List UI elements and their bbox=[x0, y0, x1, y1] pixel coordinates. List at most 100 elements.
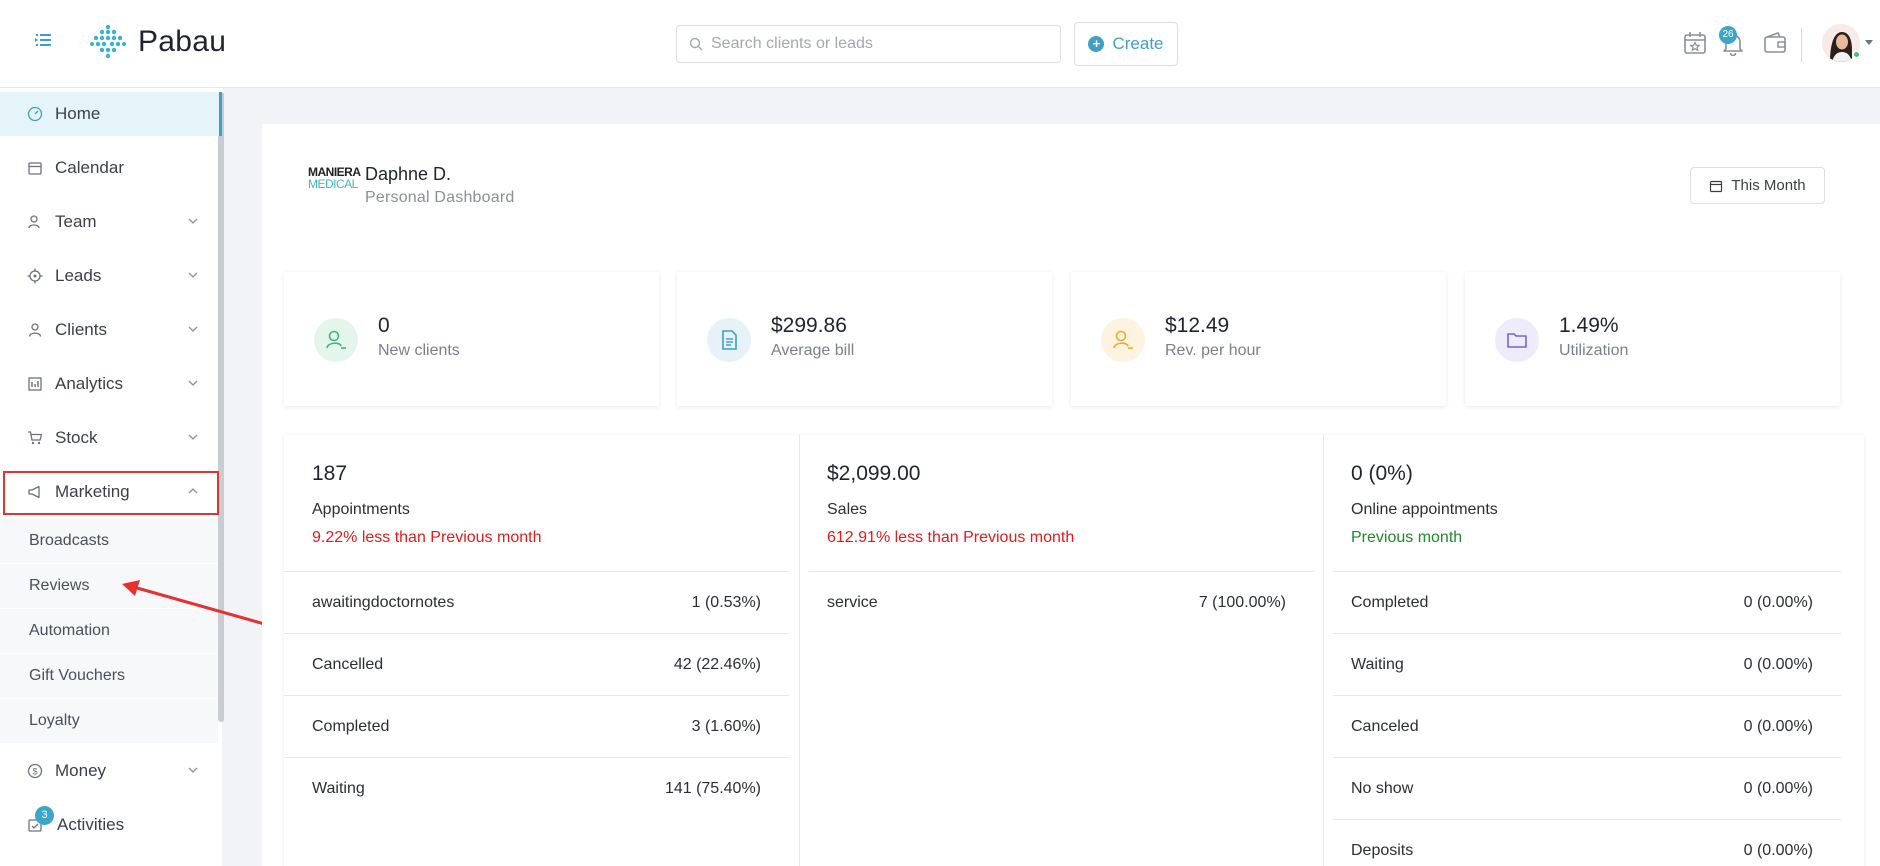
sidebar-item-team[interactable]: Team bbox=[0, 200, 218, 244]
dashboard-user-name: Daphne D. bbox=[365, 164, 452, 184]
stat-label: Rev. per hour bbox=[1165, 342, 1261, 359]
search-icon bbox=[689, 37, 703, 51]
table-row: Deposits 0 (0.00%) bbox=[1333, 819, 1841, 866]
wallet-icon[interactable] bbox=[1762, 30, 1788, 56]
chevron-down-icon[interactable] bbox=[1865, 40, 1873, 45]
calendar-star-icon[interactable] bbox=[1682, 30, 1708, 56]
sidebar-item-activities[interactable]: Activities bbox=[0, 803, 218, 847]
table-row: No show 0 (0.00%) bbox=[1333, 757, 1841, 819]
stat-value: 0 bbox=[378, 314, 390, 337]
create-button-label: Create bbox=[1112, 34, 1164, 53]
column-divider bbox=[1323, 435, 1324, 866]
sidebar-item-label: Marketing bbox=[55, 482, 130, 501]
row-name: awaitingdoctornotes bbox=[312, 593, 455, 611]
panel-label: Appointments bbox=[312, 501, 410, 518]
row-name: Deposits bbox=[1351, 841, 1414, 859]
table-row: awaitingdoctornotes 1 (0.53%) bbox=[284, 571, 789, 633]
calendar-icon bbox=[28, 162, 42, 175]
user-avatar[interactable] bbox=[1822, 24, 1860, 62]
stat-value: $299.86 bbox=[771, 314, 847, 337]
table-row: Waiting 141 (75.40%) bbox=[284, 757, 789, 819]
sales-panel: $2,099.00 Sales 612.91% less than Previo… bbox=[799, 435, 1323, 866]
sidebar-item-calendar[interactable]: Calendar bbox=[0, 146, 218, 190]
sidebar-subitem-loyalty[interactable]: Loyalty bbox=[0, 699, 218, 743]
sidebar-item-clients[interactable]: Clients bbox=[0, 308, 218, 352]
online-appointments-panel: 0 (0%) Online appointments Previous mont… bbox=[1323, 435, 1864, 866]
sidebar-subitem-broadcasts[interactable]: Broadcasts bbox=[0, 519, 218, 563]
dashboard-subtitle: Personal Dashboard bbox=[365, 189, 515, 206]
chevron-down-icon bbox=[188, 767, 198, 773]
annotation-arrow-icon bbox=[122, 580, 270, 627]
menu-toggle-icon[interactable] bbox=[32, 30, 54, 50]
sidebar-item-leads[interactable]: Leads bbox=[0, 254, 218, 298]
stat-card-rev-per-hour[interactable]: $12.49 Rev. per hour bbox=[1071, 272, 1446, 406]
appointments-panel: 187 Appointments 9.22% less than Previou… bbox=[284, 435, 799, 866]
cart-icon bbox=[28, 431, 43, 445]
row-name: Waiting bbox=[312, 779, 365, 797]
chevron-down-icon bbox=[188, 326, 198, 332]
document-icon bbox=[707, 318, 751, 362]
summary-card: 187 Appointments 9.22% less than Previou… bbox=[284, 435, 1864, 866]
panel-comparison: Previous month bbox=[1351, 529, 1463, 546]
header-divider bbox=[1801, 28, 1802, 62]
row-name: Cancelled bbox=[312, 655, 384, 673]
chevron-down-icon bbox=[188, 434, 198, 440]
column-divider bbox=[799, 435, 800, 866]
row-name: service bbox=[827, 593, 878, 611]
app-name: Pabau bbox=[138, 25, 227, 58]
sidebar-item-label: Stock bbox=[55, 428, 98, 447]
stat-label: Average bill bbox=[771, 342, 855, 359]
sidebar-subitem-gift-vouchers[interactable]: Gift Vouchers bbox=[0, 654, 218, 698]
row-name: Waiting bbox=[1351, 655, 1404, 673]
panel-value: 0 (0%) bbox=[1351, 462, 1413, 485]
new-clients-icon bbox=[314, 318, 358, 362]
table-row: Completed 0 (0.00%) bbox=[1333, 571, 1841, 633]
sidebar-item-stock[interactable]: Stock bbox=[0, 416, 218, 460]
dashboard-panel: MANIERA MEDICAL Daphne D. Personal Dashb… bbox=[262, 124, 1880, 866]
row-name: No show bbox=[1351, 779, 1414, 797]
dashboard-gauge-icon bbox=[27, 106, 43, 122]
stat-card-utilization[interactable]: 1.49% Utilization bbox=[1465, 272, 1840, 406]
stat-label: New clients bbox=[378, 342, 460, 359]
dollar-coin-icon: $ bbox=[27, 763, 43, 779]
search-input[interactable] bbox=[711, 35, 1041, 53]
row-value: 0 (0.00%) bbox=[1743, 717, 1813, 735]
table-row: Completed 3 (1.60%) bbox=[284, 695, 789, 757]
sidebar-scrollbar[interactable] bbox=[218, 92, 224, 722]
sidebar-subitem-automation[interactable]: Automation bbox=[0, 609, 218, 653]
sidebar-item-label: Money bbox=[55, 761, 107, 780]
panel-comparison: 612.91% less than Previous month bbox=[827, 529, 1075, 546]
org-logo-bottom: MEDICAL bbox=[308, 177, 358, 191]
stat-card-new-clients[interactable]: 0 New clients bbox=[284, 272, 659, 406]
chevron-down-icon bbox=[188, 272, 198, 278]
user-revenue-icon bbox=[1101, 318, 1145, 362]
row-name: Completed bbox=[312, 717, 390, 735]
table-row: service 7 (100.00%) bbox=[809, 571, 1314, 633]
panel-value: 187 bbox=[312, 462, 348, 485]
row-value: 42 (22.46%) bbox=[673, 655, 761, 673]
period-select-button[interactable]: This Month bbox=[1690, 167, 1825, 204]
pabau-logo[interactable]: Pabau bbox=[88, 22, 226, 62]
chevron-down-icon bbox=[188, 218, 198, 224]
panel-comparison: 9.22% less than Previous month bbox=[312, 529, 542, 546]
sidebar-item-analytics[interactable]: Analytics bbox=[0, 362, 218, 406]
search-box[interactable] bbox=[676, 25, 1061, 63]
sidebar-item-label: Calendar bbox=[55, 158, 124, 177]
sidebar-item-marketing[interactable]: Marketing bbox=[0, 470, 218, 514]
stat-value: 1.49% bbox=[1559, 314, 1619, 337]
stat-card-average-bill[interactable]: $299.86 Average bill bbox=[677, 272, 1052, 406]
create-button[interactable]: + Create bbox=[1074, 22, 1178, 66]
row-value: 0 (0.00%) bbox=[1743, 655, 1813, 673]
row-value: 1 (0.53%) bbox=[691, 593, 761, 611]
row-value: 0 (0.00%) bbox=[1743, 841, 1813, 859]
sidebar: Home Calendar Team Leads Clients Analyti… bbox=[0, 88, 224, 866]
sidebar-item-money[interactable]: $ Money bbox=[0, 749, 218, 793]
row-value: 3 (1.60%) bbox=[691, 717, 761, 735]
table-row: Canceled 0 (0.00%) bbox=[1333, 695, 1841, 757]
sidebar-item-home[interactable]: Home bbox=[0, 92, 222, 136]
activities-badge: 3 bbox=[35, 806, 54, 825]
stat-value: $12.49 bbox=[1165, 314, 1230, 337]
row-name: Canceled bbox=[1351, 717, 1419, 735]
notification-badge: 26 bbox=[1719, 26, 1737, 44]
panel-value: $2,099.00 bbox=[827, 462, 921, 485]
